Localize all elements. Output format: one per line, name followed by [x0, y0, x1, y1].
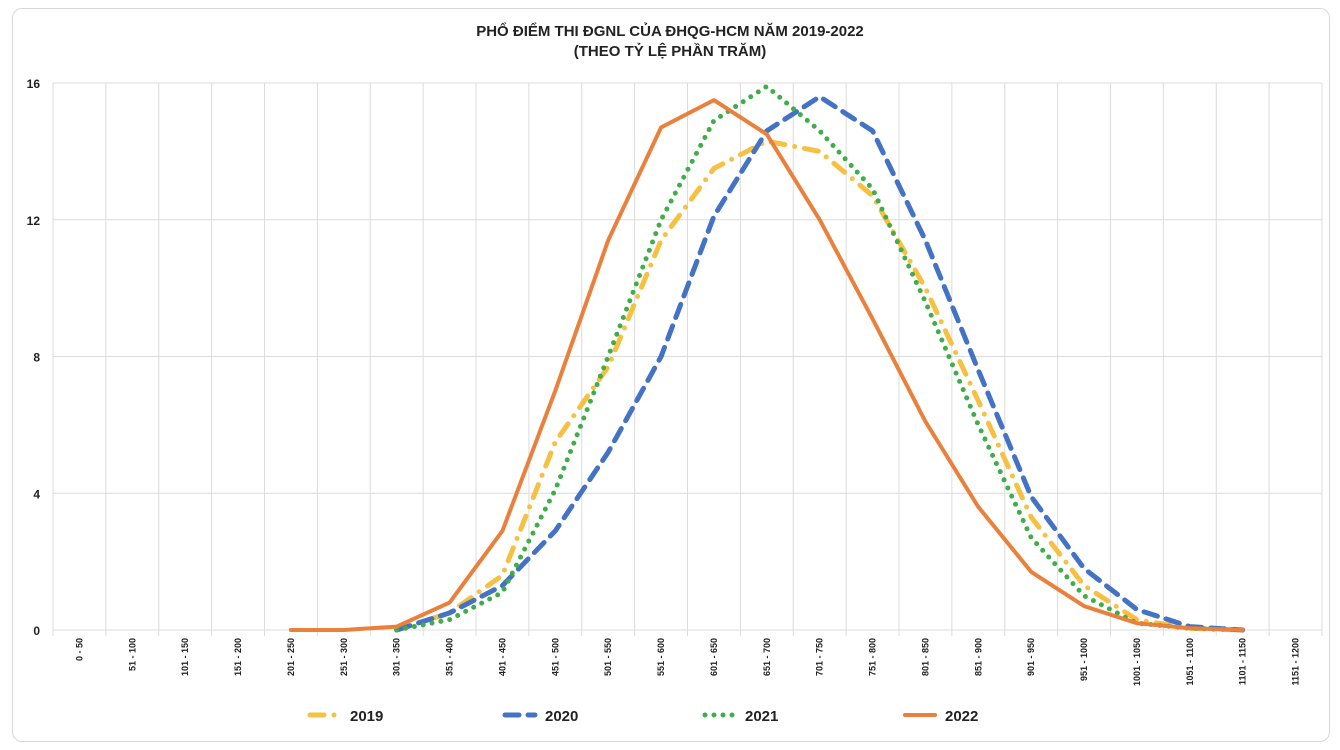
series-line-2021 [394, 83, 1246, 633]
legend-label: 2019 [350, 708, 383, 725]
x-tick-label: 201 - 250 [286, 638, 296, 676]
x-tick-label: 951 - 1000 [1079, 638, 1089, 681]
x-tick-label: 651 - 700 [762, 638, 772, 676]
x-tick-label: 51 - 100 [127, 638, 137, 671]
x-tick-label: 501 - 550 [603, 638, 613, 676]
legend-label: 2021 [745, 708, 778, 725]
y-tick-label: 8 [33, 351, 40, 365]
x-tick-label: 1051 - 1100 [1185, 638, 1195, 686]
y-tick-label: 12 [27, 214, 41, 228]
chart-subtitle: (THEO TỶ LỆ PHẦN TRĂM) [573, 43, 767, 60]
x-tick-label: 451 - 500 [550, 638, 560, 676]
series-line-2022 [288, 98, 1245, 632]
x-tick-label: 351 - 400 [445, 638, 455, 676]
y-tick-label: 4 [33, 487, 40, 501]
legend-label: 2020 [545, 708, 578, 725]
x-tick-label: 251 - 300 [339, 638, 349, 676]
x-tick-label: 0 - 50 [74, 638, 84, 661]
x-tick-label: 301 - 350 [392, 638, 402, 676]
series-line-2019 [394, 138, 1246, 633]
y-tick-label: 0 [33, 624, 40, 638]
x-tick-label: 151 - 200 [233, 638, 243, 676]
x-tick-label: 1151 - 1200 [1291, 638, 1301, 686]
x-tick-label: 801 - 850 [920, 638, 930, 676]
x-tick-label: 101 - 150 [180, 638, 190, 676]
x-tick-label: 1101 - 1150 [1238, 638, 1248, 685]
x-tick-label: 601 - 650 [709, 638, 719, 676]
x-tick-label: 401 - 450 [497, 638, 507, 676]
x-tick-label: 551 - 600 [656, 638, 666, 676]
legend-label: 2022 [945, 708, 978, 725]
chart-title: PHỔ ĐIỂM THI ĐGNL CỦA ĐHQG-HCM NĂM 2019-… [476, 23, 864, 40]
x-tick-label: 701 - 750 [815, 638, 825, 676]
x-tick-label: 901 - 950 [1026, 638, 1036, 676]
x-tick-label: 851 - 900 [973, 638, 983, 676]
chart-title-block: PHỔ ĐIỂM THI ĐGNL CỦA ĐHQG-HCM NĂM 2019-… [0, 22, 1340, 62]
x-tick-label: 1001 - 1050 [1132, 638, 1142, 686]
x-tick-label: 751 - 800 [868, 638, 878, 676]
y-tick-label: 16 [27, 77, 41, 91]
series-line-2020 [394, 94, 1246, 633]
